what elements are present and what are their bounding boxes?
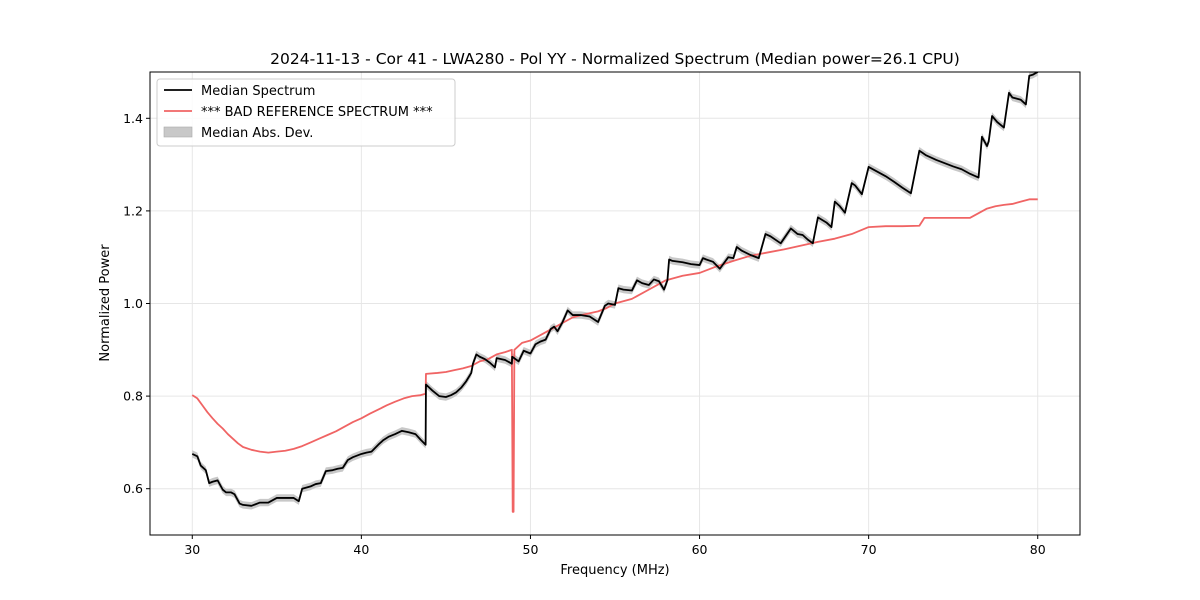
chart-title: 2024-11-13 - Cor 41 - LWA280 - Pol YY - … [270,50,960,68]
median-spectrum-line [191,72,1039,507]
legend-reference-label: *** BAD REFERENCE SPECTRUM *** [201,105,433,120]
legend: Median Spectrum *** BAD REFERENCE SPECTR… [156,78,456,147]
y-axis-label: Normalized Power [98,244,113,362]
legend-box [156,78,456,147]
y-tick-label: 0.6 [123,481,143,496]
x-tick-label: 80 [1030,542,1046,557]
y-tick-label: 1.4 [123,111,143,126]
legend-mad-label: Median Abs. Dev. [201,126,313,141]
y-tick-label: 1.2 [123,203,143,218]
legend-median-label: Median Spectrum [201,84,315,99]
legend-mad-swatch [163,126,193,138]
x-tick-label: 30 [184,542,200,557]
x-tick-label: 60 [692,542,708,557]
x-tick-label: 40 [353,542,369,557]
plot-area [191,72,1039,513]
grid-lines [150,72,1080,535]
reference-spectrum-line [191,198,1038,513]
y-tick-label: 1.0 [123,296,143,311]
x-tick-label: 50 [523,542,539,557]
x-axis-label: Frequency (MHz) [560,563,669,578]
y-tick-label: 0.8 [123,389,143,404]
axis-ticks: 30 40 50 60 70 80 0.6 0.8 1.0 1.2 1.4 [123,111,1046,557]
x-tick-label: 70 [861,542,877,557]
